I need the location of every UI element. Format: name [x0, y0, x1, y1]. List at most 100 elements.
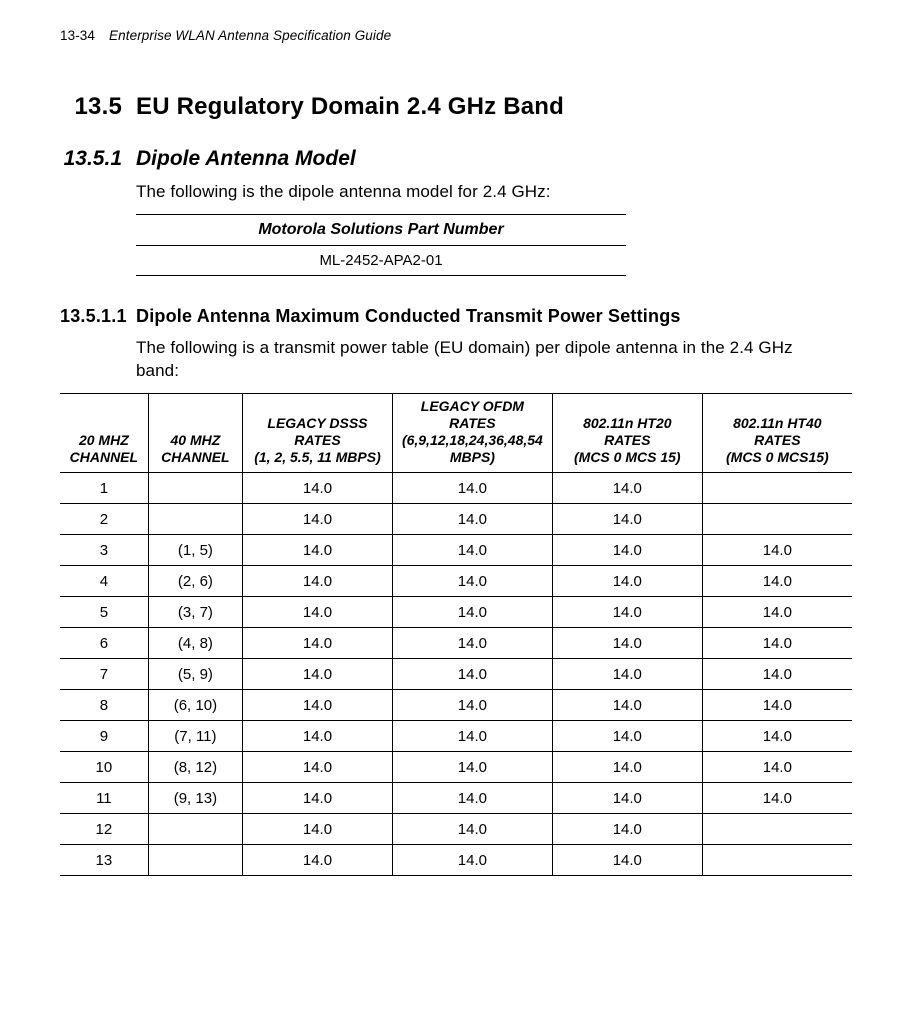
header-text: 802.11n HT20 RATES: [583, 415, 671, 448]
cell-ofdm: 14.0: [392, 535, 552, 566]
intro-paragraph: The following is the dipole antenna mode…: [136, 181, 840, 204]
subsection-body: The following is the dipole antenna mode…: [136, 181, 840, 276]
table-row: 214.014.014.0: [60, 504, 852, 535]
cell-c20: 5: [60, 597, 148, 628]
cell-c20: 3: [60, 535, 148, 566]
cell-c40: (4, 8): [148, 628, 242, 659]
subsubsection-title: Dipole Antenna Maximum Conducted Transmi…: [136, 306, 681, 327]
cell-dsss: 14.0: [243, 845, 393, 876]
cell-ht20: 14.0: [552, 504, 702, 535]
section-title: EU Regulatory Domain 2.4 GHz Band: [136, 93, 564, 121]
table-row: ML-2452-APA2-01: [136, 245, 626, 275]
header-subtext: (6,9,12,18,24,36,48,54 MBPS): [402, 432, 543, 465]
cell-ht20: 14.0: [552, 535, 702, 566]
cell-c40: [148, 845, 242, 876]
power-table: 20 MHZ CHANNEL 40 MHZ CHANNEL LEGACY DSS…: [60, 393, 852, 876]
col-ht20-header: 802.11n HT20 RATES (MCS 0 MCS 15): [552, 393, 702, 472]
cell-dsss: 14.0: [243, 721, 393, 752]
col-ofdm-header: LEGACY OFDM RATES (6,9,12,18,24,36,48,54…: [392, 393, 552, 472]
cell-ht20: 14.0: [552, 566, 702, 597]
table-row: 1214.014.014.0: [60, 814, 852, 845]
cell-ht40: 14.0: [702, 597, 852, 628]
cell-ht40: [702, 814, 852, 845]
cell-ht40: 14.0: [702, 690, 852, 721]
cell-c40: (9, 13): [148, 783, 242, 814]
header-text: LEGACY OFDM RATES: [421, 398, 524, 431]
cell-c40: [148, 814, 242, 845]
page-number: 13-34: [60, 28, 95, 43]
table-row: 1314.014.014.0: [60, 845, 852, 876]
running-head: 13-34 Enterprise WLAN Antenna Specificati…: [60, 28, 840, 43]
cell-ofdm: 14.0: [392, 628, 552, 659]
cell-dsss: 14.0: [243, 597, 393, 628]
cell-ofdm: 14.0: [392, 814, 552, 845]
cell-c40: (2, 6): [148, 566, 242, 597]
cell-c40: (8, 12): [148, 752, 242, 783]
pn-table-header: Motorola Solutions Part Number: [136, 214, 626, 245]
cell-c20: 12: [60, 814, 148, 845]
cell-ht20: 14.0: [552, 845, 702, 876]
header-subtext: (MCS 0 MCS 15): [574, 449, 681, 465]
cell-ht40: [702, 845, 852, 876]
cell-ofdm: 14.0: [392, 504, 552, 535]
cell-c40: (5, 9): [148, 659, 242, 690]
cell-ofdm: 14.0: [392, 783, 552, 814]
cell-dsss: 14.0: [243, 504, 393, 535]
section-number: 13.5: [60, 93, 122, 121]
col-20mhz-header: 20 MHZ CHANNEL: [60, 393, 148, 472]
subsubsection-number: 13.5.1.1: [60, 306, 136, 327]
cell-ht20: 14.0: [552, 597, 702, 628]
table-row: 11(9, 13)14.014.014.014.0: [60, 783, 852, 814]
col-dsss-header: LEGACY DSSS RATES (1, 2, 5.5, 11 MBPS): [243, 393, 393, 472]
cell-dsss: 14.0: [243, 566, 393, 597]
header-subtext: (1, 2, 5.5, 11 MBPS): [254, 449, 381, 465]
cell-ofdm: 14.0: [392, 690, 552, 721]
cell-ht40: 14.0: [702, 566, 852, 597]
cell-ht20: 14.0: [552, 473, 702, 504]
cell-c20: 13: [60, 845, 148, 876]
cell-c40: [148, 473, 242, 504]
cell-c20: 4: [60, 566, 148, 597]
intro-paragraph-2: The following is a transmit power table …: [136, 337, 840, 383]
cell-ht40: 14.0: [702, 783, 852, 814]
subsubsection-heading: 13.5.1.1 Dipole Antenna Maximum Conducte…: [60, 306, 840, 327]
header-text: 20 MHZ CHANNEL: [70, 432, 138, 465]
cell-c20: 1: [60, 473, 148, 504]
cell-c20: 9: [60, 721, 148, 752]
cell-ht40: 14.0: [702, 721, 852, 752]
doc-title: Enterprise WLAN Antenna Specification Gu…: [109, 28, 391, 43]
power-table-header-row: 20 MHZ CHANNEL 40 MHZ CHANNEL LEGACY DSS…: [60, 393, 852, 472]
cell-c40: [148, 504, 242, 535]
cell-ofdm: 14.0: [392, 752, 552, 783]
subsubsection-body: The following is a transmit power table …: [136, 337, 840, 383]
header-text: 40 MHZ CHANNEL: [161, 432, 229, 465]
cell-ofdm: 14.0: [392, 597, 552, 628]
page: 13-34 Enterprise WLAN Antenna Specificati…: [0, 0, 900, 1036]
cell-c20: 6: [60, 628, 148, 659]
table-row: 10(8, 12)14.014.014.014.0: [60, 752, 852, 783]
subsection-number: 13.5.1: [60, 147, 122, 171]
cell-ht20: 14.0: [552, 690, 702, 721]
cell-ht40: 14.0: [702, 535, 852, 566]
table-row: 4(2, 6)14.014.014.014.0: [60, 566, 852, 597]
cell-ofdm: 14.0: [392, 721, 552, 752]
table-row: 5(3, 7)14.014.014.014.0: [60, 597, 852, 628]
cell-ht40: [702, 473, 852, 504]
cell-ht40: 14.0: [702, 659, 852, 690]
cell-ofdm: 14.0: [392, 845, 552, 876]
part-number-value: ML-2452-APA2-01: [136, 245, 626, 275]
col-40mhz-header: 40 MHZ CHANNEL: [148, 393, 242, 472]
cell-ht20: 14.0: [552, 659, 702, 690]
cell-dsss: 14.0: [243, 814, 393, 845]
subsection-title: Dipole Antenna Model: [136, 147, 356, 171]
cell-c40: (3, 7): [148, 597, 242, 628]
cell-ht20: 14.0: [552, 752, 702, 783]
cell-ht40: 14.0: [702, 628, 852, 659]
header-text: 802.11n HT40 RATES: [733, 415, 821, 448]
cell-ht20: 14.0: [552, 783, 702, 814]
cell-ofdm: 14.0: [392, 566, 552, 597]
cell-ofdm: 14.0: [392, 659, 552, 690]
cell-dsss: 14.0: [243, 535, 393, 566]
cell-dsss: 14.0: [243, 659, 393, 690]
cell-c20: 11: [60, 783, 148, 814]
